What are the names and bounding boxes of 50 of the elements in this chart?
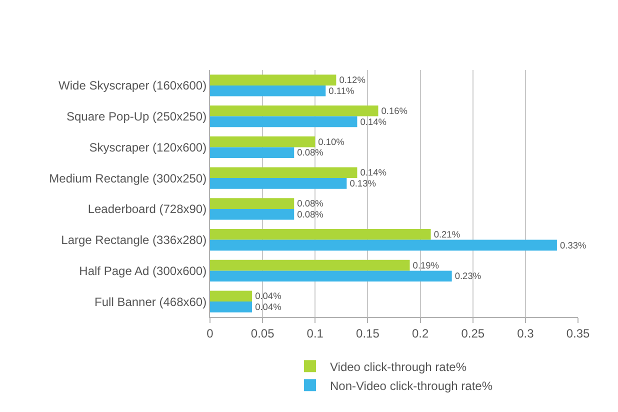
x-tick-label: 0.3 [517, 326, 534, 340]
x-tick-label: 0.35 [566, 326, 590, 340]
y-tick-label: Medium Rectangle (300x250) [49, 171, 207, 186]
data-label: 0.21% [434, 229, 460, 240]
bar [210, 240, 557, 251]
data-label: 0.19% [412, 260, 440, 270]
bar [210, 208, 294, 220]
legend-label: Non-Video click-through rate% [330, 378, 493, 393]
data-label: 0.08% [297, 148, 324, 158]
bar [210, 260, 410, 271]
bar [210, 302, 252, 312]
y-tick-label: Square Pop-Up (250x250) [66, 110, 207, 124]
bar [210, 178, 347, 189]
y-tick-label: Full Banner (468x60) [94, 294, 207, 309]
data-label: 0.11% [328, 86, 354, 96]
y-tick-label: Half Page Ad (300x600) [79, 264, 207, 278]
data-label: 0.04% [255, 302, 282, 312]
data-label: 0.33% [560, 240, 586, 250]
y-tick-label: Wide Skyscraper (160x600) [58, 78, 207, 93]
bar [210, 198, 294, 209]
data-label: 0.14% [360, 168, 386, 178]
y-tick-label: Leaderboard (728x90) [88, 202, 207, 216]
bar [210, 167, 358, 178]
x-tick-label: 0.15 [356, 326, 380, 340]
bar [210, 74, 336, 86]
bar [210, 290, 252, 302]
y-tick-label: Skyscraper (120x600) [89, 140, 207, 154]
data-label: 0.12% [339, 75, 366, 86]
bar [210, 106, 378, 116]
bar [210, 229, 431, 240]
x-tick-label: 0.2 [412, 326, 429, 340]
legend-label: Video click-through rate% [330, 360, 467, 374]
x-tick-label: 0.25 [461, 326, 485, 340]
bar [210, 136, 316, 148]
data-label: 0.23% [454, 271, 482, 282]
x-tick-label: 0 [206, 326, 214, 340]
data-label: 0.14% [360, 116, 386, 127]
bar [210, 85, 326, 96]
data-label: 0.13% [350, 178, 376, 189]
data-label: 0.10% [318, 136, 344, 147]
data-label: 0.08% [297, 198, 324, 209]
data-label: 0.04% [255, 291, 282, 302]
bar [210, 147, 294, 158]
bar [210, 116, 358, 128]
bar [210, 270, 452, 282]
data-label: 0.16% [381, 106, 408, 116]
x-tick-label: 0.1 [306, 326, 324, 340]
x-tick-label: 0.05 [250, 326, 275, 340]
data-label: 0.08% [297, 209, 324, 220]
y-tick-label: Large Rectangle (336x280) [61, 233, 207, 248]
